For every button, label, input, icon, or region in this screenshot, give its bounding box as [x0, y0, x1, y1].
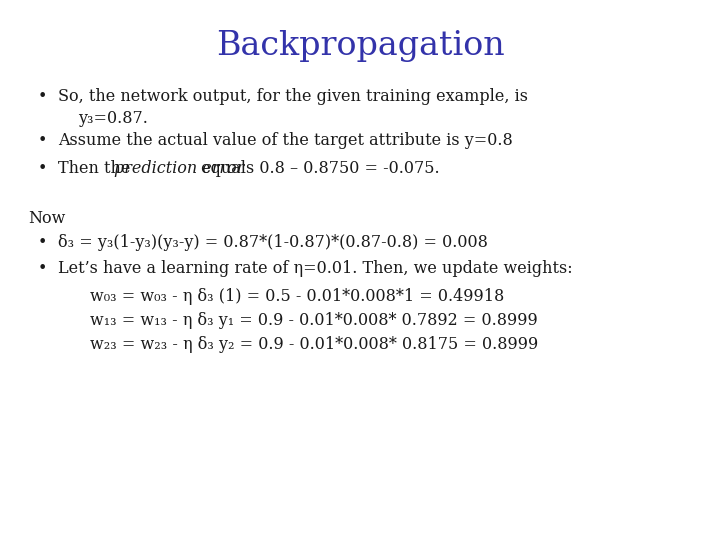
Text: •: •: [38, 260, 48, 277]
Text: w₂₃ = w₂₃ - η δ₃ y₂ = 0.9 - 0.01*0.008* 0.8175 = 0.8999: w₂₃ = w₂₃ - η δ₃ y₂ = 0.9 - 0.01*0.008* …: [90, 336, 539, 353]
Text: Let’s have a learning rate of η=0.01. Then, we update weights:: Let’s have a learning rate of η=0.01. Th…: [58, 260, 572, 277]
Text: •: •: [38, 132, 48, 149]
Text: Assume the actual value of the target attribute is y=0.8: Assume the actual value of the target at…: [58, 132, 513, 149]
Text: Backpropagation: Backpropagation: [216, 30, 504, 62]
Text: •: •: [38, 234, 48, 251]
Text: w₁₃ = w₁₃ - η δ₃ y₁ = 0.9 - 0.01*0.008* 0.7892 = 0.8999: w₁₃ = w₁₃ - η δ₃ y₁ = 0.9 - 0.01*0.008* …: [90, 312, 538, 329]
Text: Then the: Then the: [58, 160, 135, 177]
Text: •: •: [38, 88, 48, 105]
Text: Now: Now: [28, 210, 66, 227]
Text: equals 0.8 – 0.8750 = -0.075.: equals 0.8 – 0.8750 = -0.075.: [196, 160, 440, 177]
Text: So, the network output, for the given training example, is: So, the network output, for the given tr…: [58, 88, 528, 105]
Text: y₃=0.87.: y₃=0.87.: [78, 110, 148, 127]
Text: •: •: [38, 160, 48, 177]
Text: w₀₃ = w₀₃ - η δ₃ (1) = 0.5 - 0.01*0.008*1 = 0.49918: w₀₃ = w₀₃ - η δ₃ (1) = 0.5 - 0.01*0.008*…: [90, 288, 504, 305]
Text: prediction error: prediction error: [114, 160, 244, 177]
Text: δ₃ = y₃(1-y₃)(y₃-y) = 0.87*(1-0.87)*(0.87-0.8) = 0.008: δ₃ = y₃(1-y₃)(y₃-y) = 0.87*(1-0.87)*(0.8…: [58, 234, 488, 251]
